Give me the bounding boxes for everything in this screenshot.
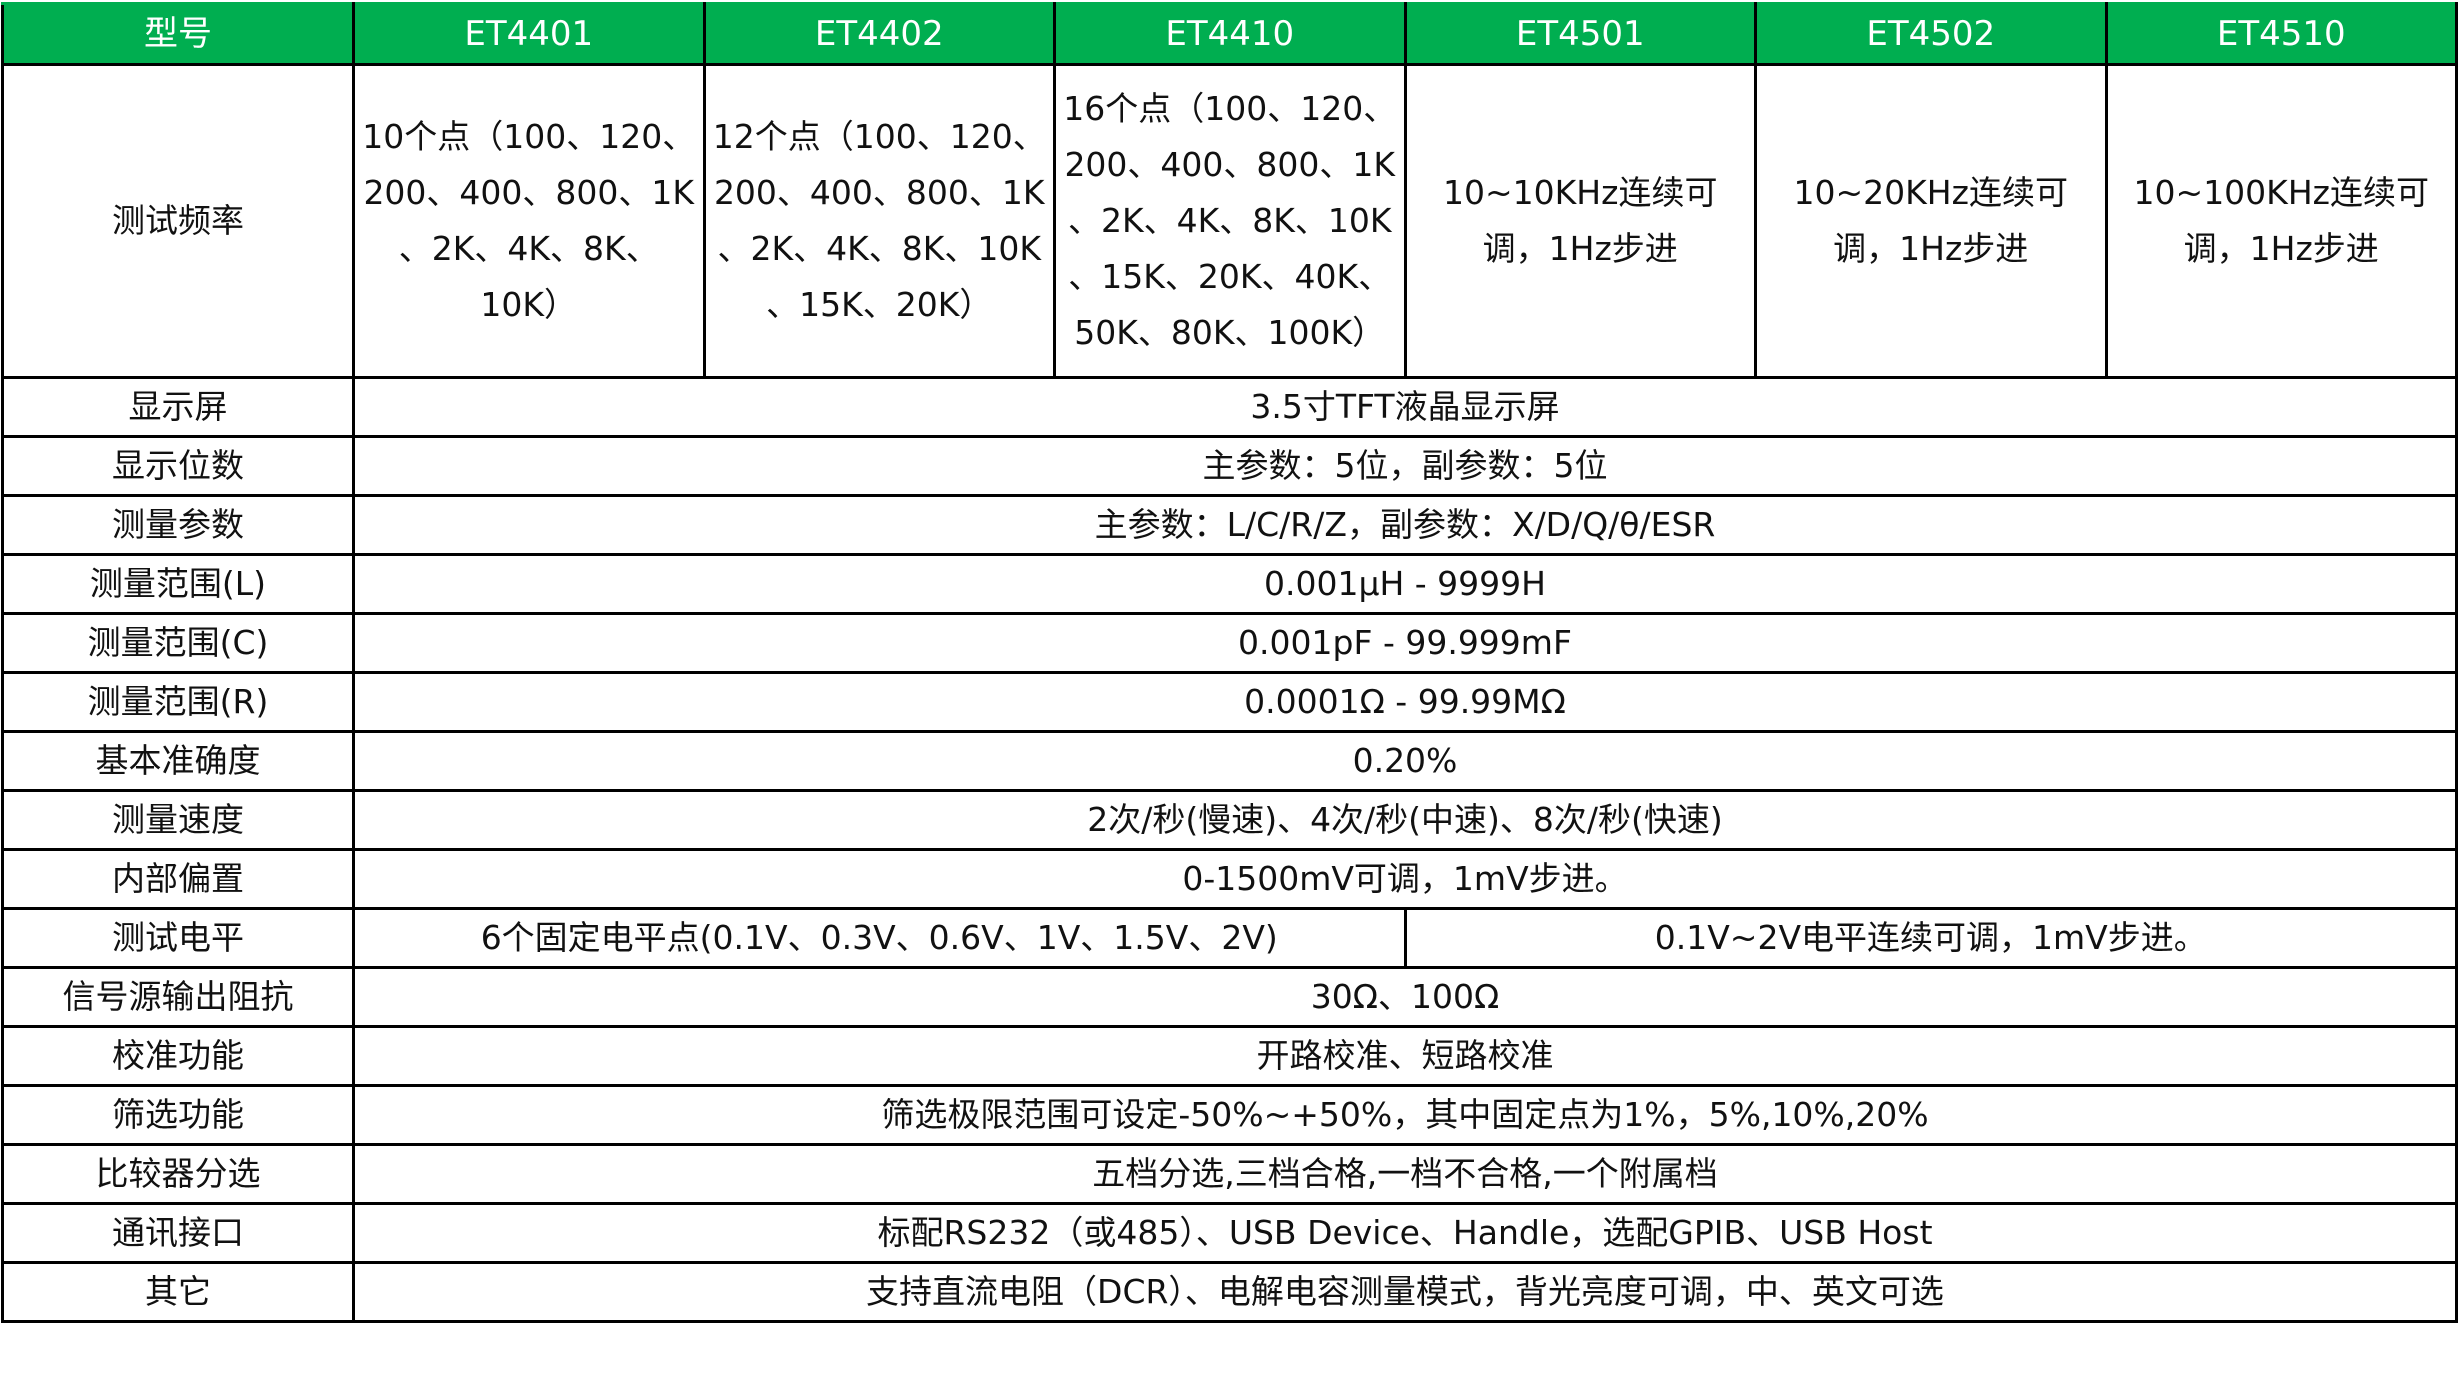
- table-row: 测量范围(L) 0.001μH - 9999H: [1, 553, 2458, 615]
- row-label: 校准功能: [1, 1025, 355, 1087]
- row-value: 0.20%: [352, 730, 2458, 792]
- row-label: 测试频率: [1, 63, 355, 379]
- row-label: 测量范围(L): [1, 553, 355, 615]
- frequency-cell: 12个点（100、120、 200、400、800、1K 、2K、4K、8K、1…: [702, 63, 1056, 379]
- frequency-cell: 10~100KHz连续可 调，1Hz步进: [2104, 63, 2458, 379]
- row-value: 30Ω、100Ω: [352, 966, 2458, 1028]
- table-row: 内部偏置 0-1500mV可调，1mV步进。: [1, 848, 2458, 910]
- table-row: 筛选功能 筛选极限范围可设定-50%~+50%，其中固定点为1%，5%,10%,2…: [1, 1084, 2458, 1146]
- table-row: 通讯接口 标配RS232（或485）、USB Device、Handle，选配GP…: [1, 1202, 2458, 1264]
- row-label: 通讯接口: [1, 1202, 355, 1264]
- row-value: 0.001μH - 9999H: [352, 553, 2458, 615]
- table-row: 基本准确度 0.20%: [1, 730, 2458, 792]
- table-row: 测量范围(R) 0.0001Ω - 99.99MΩ: [1, 671, 2458, 733]
- table-row: 测量参数 主参数：L/C/R/Z，副参数：X/D/Q/θ/ESR: [1, 494, 2458, 556]
- row-label: 测量范围(C): [1, 612, 355, 674]
- row-label: 信号源输出阻抗: [1, 966, 355, 1028]
- table-row: 校准功能 开路校准、短路校准: [1, 1025, 2458, 1087]
- table-row: 比较器分选 五档分选,三档合格,一档不合格,一个附属档: [1, 1143, 2458, 1205]
- header-et4401: ET4401: [352, 2, 706, 66]
- row-label: 比较器分选: [1, 1143, 355, 1205]
- row-value: 0-1500mV可调，1mV步进。: [352, 848, 2458, 910]
- header-et4410: ET4410: [1053, 2, 1407, 66]
- row-value: 标配RS232（或485）、USB Device、Handle，选配GPIB、U…: [352, 1202, 2458, 1264]
- row-label: 显示位数: [1, 435, 355, 497]
- table-row: 测量速度 2次/秒(慢速)、4次/秒(中速)、8次/秒(快速): [1, 789, 2458, 851]
- table-row: 其它 支持直流电阻（DCR）、电解电容测量模式，背光亮度可调，中、英文可选: [1, 1261, 2458, 1323]
- table-row: 显示屏 3.5寸TFT液晶显示屏: [1, 376, 2458, 438]
- level-et45-value: 0.1V~2V电平连续可调，1mV步进。: [1403, 907, 2458, 969]
- row-label: 测试电平: [1, 907, 355, 969]
- row-label: 基本准确度: [1, 730, 355, 792]
- header-row: 型号 ET4401 ET4402 ET4410 ET4501 ET4502 ET…: [1, 2, 2458, 66]
- row-label: 内部偏置: [1, 848, 355, 910]
- header-et4510: ET4510: [2104, 2, 2458, 66]
- row-label: 显示屏: [1, 376, 355, 438]
- row-value: 筛选极限范围可设定-50%~+50%，其中固定点为1%，5%,10%,20%: [352, 1084, 2458, 1146]
- row-value: 0.0001Ω - 99.99MΩ: [352, 671, 2458, 733]
- frequency-cell: 16个点（100、120、 200、400、800、1K 、2K、4K、8K、1…: [1053, 63, 1407, 379]
- row-label: 测量速度: [1, 789, 355, 851]
- table-row-frequency: 测试频率 10个点（100、120、 200、400、800、1K 、2K、4K…: [1, 63, 2458, 379]
- frequency-cell: 10~10KHz连续可 调，1Hz步进: [1403, 63, 1757, 379]
- row-value: 3.5寸TFT液晶显示屏: [352, 376, 2458, 438]
- header-et4502: ET4502: [1754, 2, 2108, 66]
- table-row-level: 测试电平 6个固定电平点(0.1V、0.3V、0.6V、1V、1.5V、2V) …: [1, 907, 2458, 969]
- header-et4501: ET4501: [1403, 2, 1757, 66]
- row-value: 主参数：L/C/R/Z，副参数：X/D/Q/θ/ESR: [352, 494, 2458, 556]
- row-value: 主参数：5位，副参数：5位: [352, 435, 2458, 497]
- level-et44-value: 6个固定电平点(0.1V、0.3V、0.6V、1V、1.5V、2V): [352, 907, 1407, 969]
- table-row: 显示位数 主参数：5位，副参数：5位: [1, 435, 2458, 497]
- row-value: 支持直流电阻（DCR）、电解电容测量模式，背光亮度可调，中、英文可选: [352, 1261, 2458, 1323]
- row-value: 0.001pF - 99.999mF: [352, 612, 2458, 674]
- frequency-cell: 10~20KHz连续可 调，1Hz步进: [1754, 63, 2108, 379]
- table-row: 测量范围(C) 0.001pF - 99.999mF: [1, 612, 2458, 674]
- row-label: 筛选功能: [1, 1084, 355, 1146]
- row-label: 测量范围(R): [1, 671, 355, 733]
- spec-table: 型号 ET4401 ET4402 ET4410 ET4501 ET4502 ET…: [1, 2, 2458, 1323]
- row-label: 其它: [1, 1261, 355, 1323]
- row-value: 开路校准、短路校准: [352, 1025, 2458, 1087]
- row-value: 五档分选,三档合格,一档不合格,一个附属档: [352, 1143, 2458, 1205]
- table-row: 信号源输出阻抗 30Ω、100Ω: [1, 966, 2458, 1028]
- header-model: 型号: [1, 2, 355, 66]
- row-label: 测量参数: [1, 494, 355, 556]
- frequency-cell: 10个点（100、120、 200、400、800、1K 、2K、4K、8K、 …: [352, 63, 706, 379]
- row-value: 2次/秒(慢速)、4次/秒(中速)、8次/秒(快速): [352, 789, 2458, 851]
- header-et4402: ET4402: [702, 2, 1056, 66]
